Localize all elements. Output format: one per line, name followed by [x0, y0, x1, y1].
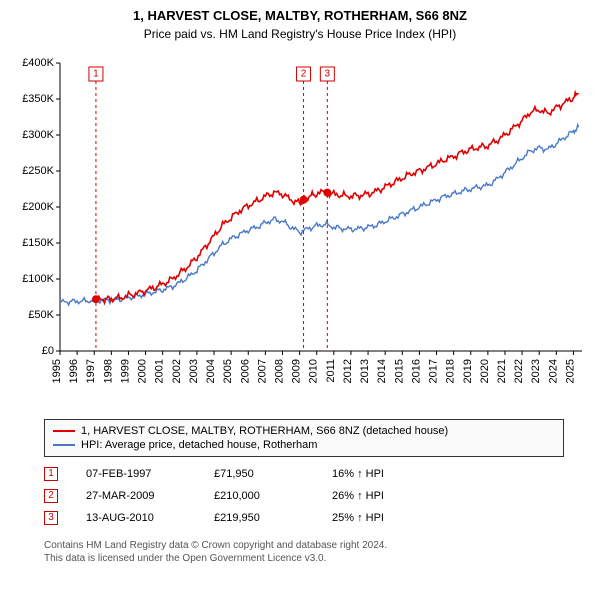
sale-dot-3 [323, 189, 331, 197]
sale-row-hpi: 26% ↑ HPI [332, 490, 432, 502]
sale-row-date: 07-FEB-1997 [86, 468, 186, 480]
svg-text:2011: 2011 [325, 359, 337, 383]
sale-row-2: 2 27-MAR-2009 £210,000 26% ↑ HPI [44, 485, 564, 507]
svg-text:1995: 1995 [51, 359, 63, 383]
sale-row-date: 27-MAR-2009 [86, 490, 186, 502]
sale-marker-number-3: 3 [325, 68, 331, 79]
svg-text:£300K: £300K [22, 129, 54, 141]
sale-marker-number-2: 2 [301, 68, 307, 79]
line-chart-svg: £0 £50K £100K £150K £200K £250K £300K £350K £400… [12, 51, 588, 411]
sale-row-marker: 3 [44, 511, 58, 525]
svg-text:2019: 2019 [462, 359, 474, 383]
svg-text:2007: 2007 [256, 359, 268, 383]
svg-text:2020: 2020 [479, 359, 491, 383]
sale-row-1: 1 07-FEB-1997 £71,950 16% ↑ HPI [44, 463, 564, 485]
legend-swatch [53, 444, 75, 446]
sale-row-price: £210,000 [214, 490, 304, 502]
chart-plot-area: £0 £50K £100K £150K £200K £250K £300K £350K £400… [12, 51, 588, 411]
svg-text:£150K: £150K [22, 237, 54, 249]
svg-text:1996: 1996 [68, 359, 80, 383]
chart-subtitle: Price paid vs. HM Land Registry's House … [12, 27, 588, 41]
svg-text:2013: 2013 [359, 359, 371, 383]
svg-text:£250K: £250K [22, 165, 54, 177]
svg-text:1997: 1997 [85, 359, 97, 383]
svg-text:2023: 2023 [530, 359, 542, 383]
sale-dot-2 [300, 196, 308, 204]
sale-row-price: £219,950 [214, 512, 304, 524]
svg-text:1998: 1998 [102, 359, 114, 383]
sale-row-marker: 2 [44, 489, 58, 503]
svg-text:2005: 2005 [222, 359, 234, 383]
svg-text:£400K: £400K [22, 57, 54, 69]
sale-row-hpi: 16% ↑ HPI [332, 468, 432, 480]
svg-text:£200K: £200K [22, 201, 54, 213]
sale-row-hpi: 25% ↑ HPI [332, 512, 432, 524]
svg-text:2024: 2024 [547, 359, 559, 383]
svg-text:2022: 2022 [513, 359, 525, 383]
svg-text:2014: 2014 [376, 359, 388, 383]
svg-text:£0: £0 [42, 345, 54, 357]
svg-text:2002: 2002 [171, 359, 183, 383]
chart-footer: Contains HM Land Registry data © Crown c… [44, 539, 564, 565]
svg-text:2025: 2025 [564, 359, 576, 383]
sale-row-date: 13-AUG-2010 [86, 512, 186, 524]
svg-text:2008: 2008 [273, 359, 285, 383]
legend-item-1: HPI: Average price, detached house, Roth… [53, 438, 555, 452]
chart-container: 1, HARVEST CLOSE, MALTBY, ROTHERHAM, S66… [0, 0, 600, 575]
svg-text:2003: 2003 [188, 359, 200, 383]
sale-dot-1 [92, 295, 100, 303]
svg-text:2009: 2009 [291, 359, 303, 383]
svg-text:2015: 2015 [393, 359, 405, 383]
svg-text:2000: 2000 [137, 359, 149, 383]
svg-text:2004: 2004 [205, 359, 217, 383]
sale-row-3: 3 13-AUG-2010 £219,950 25% ↑ HPI [44, 507, 564, 529]
footer-line-1: Contains HM Land Registry data © Crown c… [44, 539, 564, 552]
chart-legend: 1, HARVEST CLOSE, MALTBY, ROTHERHAM, S66… [44, 419, 564, 457]
svg-text:2010: 2010 [308, 359, 320, 383]
svg-text:2012: 2012 [342, 359, 354, 383]
chart-title: 1, HARVEST CLOSE, MALTBY, ROTHERHAM, S66… [12, 8, 588, 25]
legend-label: 1, HARVEST CLOSE, MALTBY, ROTHERHAM, S66… [81, 425, 448, 437]
sale-marker-number-1: 1 [93, 68, 99, 79]
sale-row-price: £71,950 [214, 468, 304, 480]
legend-swatch [53, 430, 75, 432]
svg-text:2018: 2018 [445, 359, 457, 383]
legend-label: HPI: Average price, detached house, Roth… [81, 439, 317, 451]
svg-text:£100K: £100K [22, 273, 54, 285]
svg-text:2021: 2021 [496, 359, 508, 383]
svg-text:1999: 1999 [119, 359, 131, 383]
footer-line-2: This data is licensed under the Open Gov… [44, 552, 564, 565]
legend-item-0: 1, HARVEST CLOSE, MALTBY, ROTHERHAM, S66… [53, 424, 555, 438]
svg-text:2016: 2016 [410, 359, 422, 383]
sales-table: 1 07-FEB-1997 £71,950 16% ↑ HPI 2 27-MAR-2009… [44, 463, 564, 529]
svg-text:2006: 2006 [239, 359, 251, 383]
sale-row-marker: 1 [44, 467, 58, 481]
svg-text:2017: 2017 [428, 359, 440, 383]
svg-text:2001: 2001 [154, 359, 166, 383]
svg-text:£50K: £50K [28, 309, 54, 321]
svg-text:£350K: £350K [22, 93, 54, 105]
